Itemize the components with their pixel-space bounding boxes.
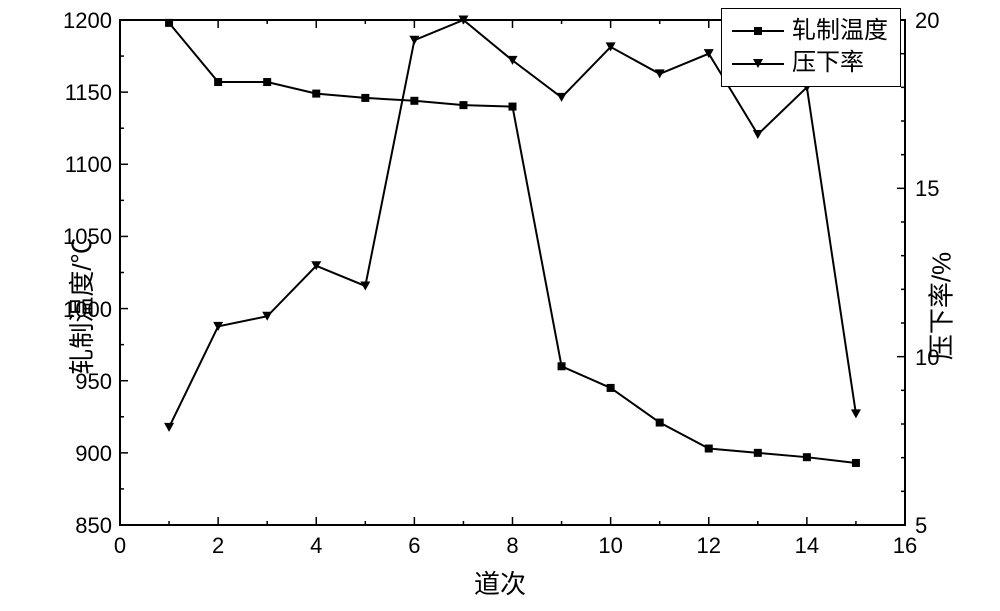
tick-label: 5 [915, 513, 927, 539]
legend-item: 轧制温度 [730, 15, 888, 47]
tick-label: 16 [893, 533, 917, 559]
tick-label: 1200 [63, 8, 112, 34]
tick-label: 8 [506, 533, 518, 559]
triangle-down-marker-icon [730, 54, 786, 74]
tick-label: 20 [915, 8, 939, 34]
tick-label: 1050 [63, 224, 112, 250]
x-axis-label: 道次 [474, 564, 526, 601]
tick-label: 0 [114, 533, 126, 559]
plot-svg [0, 0, 1000, 611]
chart-container: 轧制温度/℃ 压下率/% 道次 轧制温度压下率 0246810121416850… [0, 0, 1000, 611]
legend-item: 压下率 [730, 47, 888, 79]
tick-label: 900 [75, 441, 112, 467]
tick-label: 10 [915, 345, 939, 371]
tick-label: 950 [75, 369, 112, 395]
tick-label: 850 [75, 513, 112, 539]
tick-label: 6 [408, 533, 420, 559]
tick-label: 4 [310, 533, 322, 559]
tick-label: 1000 [63, 297, 112, 323]
legend-label: 压下率 [792, 47, 864, 79]
tick-label: 2 [212, 533, 224, 559]
legend: 轧制温度压下率 [721, 8, 901, 87]
square-marker-icon [730, 21, 786, 41]
tick-label: 12 [697, 533, 721, 559]
tick-label: 10 [598, 533, 622, 559]
tick-label: 14 [795, 533, 819, 559]
legend-label: 轧制温度 [792, 15, 888, 47]
tick-label: 1150 [65, 80, 112, 106]
tick-label: 1100 [65, 152, 112, 178]
tick-label: 15 [915, 176, 939, 202]
y2-axis-label: 压下率/% [921, 251, 958, 359]
